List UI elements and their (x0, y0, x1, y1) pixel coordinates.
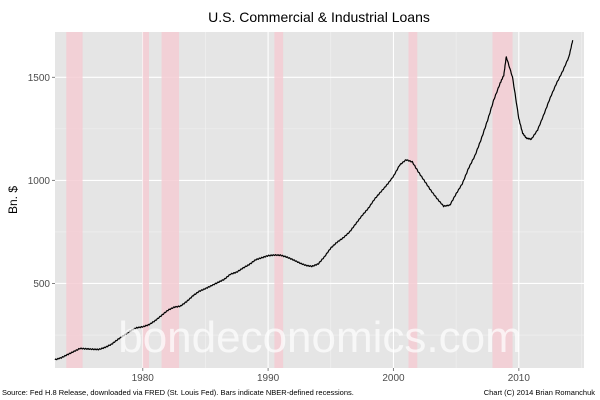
y-axis-ticks: 500 1000 1500 (28, 73, 55, 290)
y-tick-label: 500 (33, 279, 50, 290)
recession-bar (142, 32, 150, 368)
recession-bar (66, 32, 83, 368)
y-axis-label: Bn. $ (6, 186, 20, 214)
x-tick-label: 2010 (508, 373, 531, 384)
recession-bar (492, 32, 513, 368)
recession-bar (274, 32, 284, 368)
series-line (54, 40, 574, 361)
x-tick-label: 1990 (257, 373, 280, 384)
x-tick-label: 1980 (132, 373, 155, 384)
source-note: Source: Fed H.8 Release, downloaded via … (2, 388, 354, 397)
x-tick-label: 2000 (382, 373, 405, 384)
x-axis-ticks: 1980 1990 2000 2010 (132, 368, 531, 384)
recession-bars (66, 32, 513, 368)
watermark: bondeconomics.com (118, 313, 522, 362)
recession-bar (161, 32, 180, 368)
credit-note: Chart (C) 2014 Brian Romanchuk (484, 388, 596, 397)
chart-title: U.S. Commercial & Industrial Loans (208, 9, 430, 25)
recession-bar (408, 32, 418, 368)
y-tick-label: 1500 (28, 73, 51, 84)
y-tick-label: 1000 (28, 176, 51, 187)
